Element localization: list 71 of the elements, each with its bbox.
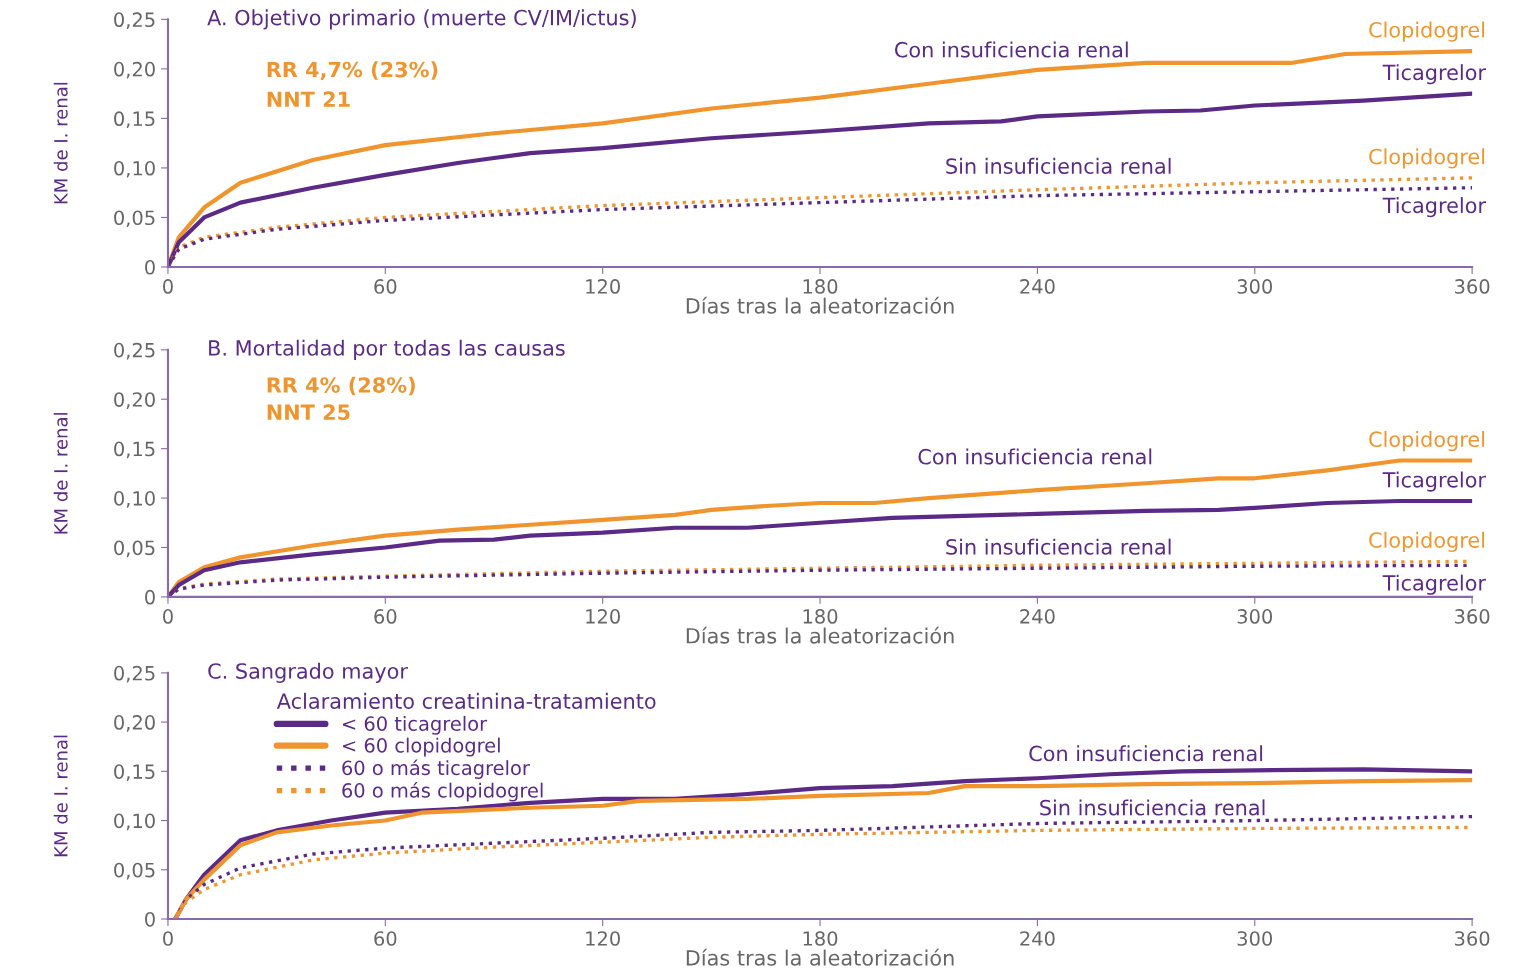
series-label: Clopidogrel [1369, 531, 1485, 552]
x-axis-title: Días tras la aleatorización [686, 296, 954, 314]
series-label: Ticagrelor [1382, 197, 1487, 218]
annotation: Sin insuficiencia renal [946, 157, 1171, 174]
x-tick-label: 120 [586, 279, 620, 294]
x-tick-label: 240 [1020, 609, 1055, 624]
y-tick-label: 0 [145, 589, 155, 605]
y-tick-label: 0,05 [114, 210, 155, 228]
y-tick-label: 0,25 [114, 665, 155, 683]
x-axis-title: Días tras la aleatorización [686, 626, 954, 644]
x-tick-label: 60 [374, 931, 397, 946]
y-tick-label: 0,10 [114, 491, 155, 508]
annotation: Con insuficiencia renal [918, 448, 1152, 465]
x-tick-label: 180 [803, 931, 838, 946]
x-tick-label: 360 [1455, 279, 1490, 294]
annotation: Sin insuficiencia renal [1040, 799, 1265, 816]
y-axis-title: KM de I. renal [53, 82, 68, 204]
x-tick-label: 60 [374, 279, 397, 294]
y-axis-title: KM de I. renal [53, 735, 68, 857]
y-tick-label: 0,20 [114, 61, 155, 79]
legend-title: Aclaramiento creatinina-tratamiento [276, 692, 656, 709]
chart-title: C. Sangrado mayor [208, 662, 408, 683]
x-tick-label: 120 [586, 931, 620, 946]
series-label: Ticagrelor [1382, 64, 1487, 85]
x-tick-label: 300 [1237, 609, 1273, 624]
x-tick-label: 0 [163, 609, 173, 624]
y-axis-title: KM de I. renal [53, 413, 68, 534]
legend-label: < 60 clopidogrel [342, 737, 500, 757]
y-tick-label: 0,25 [114, 342, 155, 360]
series-label: Clopidogrel [1369, 148, 1485, 169]
annotation: Con insuficiencia renal [894, 41, 1128, 58]
annotation: NNT 25 [267, 404, 350, 421]
y-tick-label: 0,25 [114, 12, 155, 30]
x-tick-label: 240 [1020, 279, 1055, 294]
y-tick-label: 0 [145, 911, 155, 927]
y-tick-label: 0,10 [114, 160, 155, 178]
chart-title: B. Mortalidad por todas las causas [209, 339, 565, 360]
x-tick-label: 300 [1237, 279, 1273, 294]
x-tick-label: 360 [1455, 931, 1490, 946]
y-tick-label: 0,20 [114, 715, 155, 732]
x-tick-label: 60 [374, 609, 397, 624]
x-tick-label: 0 [163, 279, 173, 294]
y-tick-label: 0,15 [114, 764, 155, 781]
legend-label: < 60 ticagrelor [342, 715, 488, 735]
series-label: Clopidogrel [1369, 21, 1485, 42]
x-tick-label: 300 [1237, 931, 1273, 946]
y-tick-label: 0,20 [114, 392, 155, 409]
x-tick-label: 120 [586, 609, 620, 624]
legend-label: 60 o más ticagrelor [342, 759, 530, 779]
x-tick-label: 240 [1020, 931, 1055, 946]
y-tick-label: 0,15 [114, 111, 155, 129]
x-tick-label: 180 [803, 279, 838, 294]
x-tick-label: 180 [803, 609, 838, 624]
annotation: Sin insuficiencia renal [946, 538, 1171, 555]
x-axis-title: Días tras la aleatorización [686, 948, 954, 966]
annotation: RR 4% (28%) [267, 376, 415, 396]
y-tick-label: 0 [145, 259, 155, 275]
annotation: Con insuficiencia renal [1029, 745, 1263, 762]
x-tick-label: 360 [1455, 609, 1490, 624]
x-tick-label: 0 [163, 931, 173, 946]
annotation: NNT 21 [267, 91, 350, 107]
series-label: Ticagrelor [1382, 471, 1487, 492]
annotation: RR 4,7% (23%) [267, 61, 438, 81]
chart-title: A. Objetivo primario (muerte CV/IM/ictus) [207, 9, 636, 30]
y-tick-label: 0,05 [114, 540, 155, 558]
legend-label: 60 o más clopidogrel [342, 781, 543, 802]
y-tick-label: 0,10 [114, 813, 155, 831]
y-tick-label: 0,15 [114, 441, 155, 459]
series-label: Ticagrelor [1382, 574, 1487, 595]
series-label: Clopidogrel [1369, 430, 1485, 452]
y-tick-label: 0,05 [114, 862, 155, 880]
